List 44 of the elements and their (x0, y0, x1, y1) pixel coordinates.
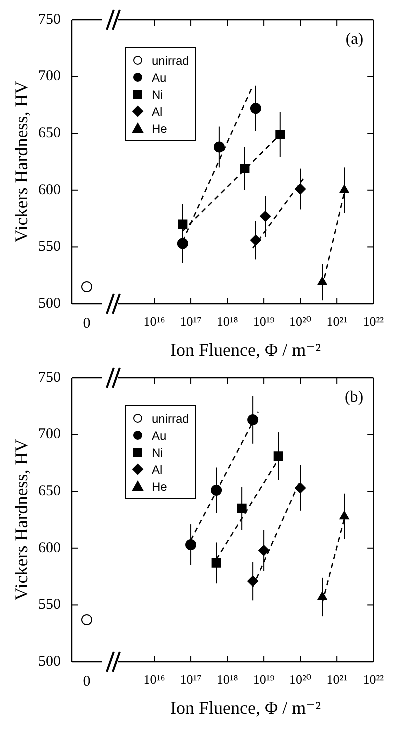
y-axis-title: Vickers Hardness, HV (12, 439, 32, 601)
legend-label: He (152, 122, 168, 136)
y-tick-label: 500 (38, 296, 61, 312)
y-tick-label: 600 (38, 540, 61, 556)
x-tick-label: 10¹⁷ (180, 672, 202, 688)
legend-label: Ni (152, 446, 164, 460)
y-tick-label: 600 (38, 182, 61, 198)
legend-label: Au (152, 428, 167, 443)
legend-label: Al (152, 104, 163, 119)
y-tick-label: 650 (38, 484, 61, 500)
x-tick-label: 10²⁰ (290, 672, 312, 688)
x-tick-label: 10¹⁸ (216, 672, 239, 688)
x-tick-label: 0 (83, 316, 91, 332)
x-tick-label: 10²² (363, 672, 384, 688)
y-tick-label: 550 (38, 239, 61, 256)
legend-label: Au (152, 70, 167, 85)
y-tick-label: 550 (38, 597, 61, 614)
x-tick-label: 10²¹ (326, 314, 348, 330)
y-axis-title: Vickers Hardness, HV (12, 81, 32, 243)
legend-label: Ni (152, 88, 164, 102)
y-tick-label: 750 (38, 370, 61, 386)
x-tick-label: 10²⁰ (290, 314, 312, 330)
text: unirrad (152, 412, 190, 426)
x-axis-title: Ion Fluence, Φ / m⁻² (170, 340, 322, 360)
x-tick-label: 10¹⁹ (253, 314, 276, 330)
y-tick-label: 500 (38, 654, 61, 670)
y-tick-label: 750 (38, 12, 61, 28)
x-tick-label: 0 (83, 674, 91, 690)
x-tick-label: 10¹⁹ (253, 672, 276, 688)
y-tick-label: 650 (38, 126, 61, 142)
x-tick-label: 10¹⁷ (180, 314, 202, 330)
x-axis-title: Ion Fluence, Φ / m⁻² (170, 698, 322, 718)
y-tick-label: 700 (38, 426, 61, 443)
x-tick-label: 10²² (363, 314, 384, 330)
y-tick-label: 700 (38, 68, 61, 85)
annotation: (b) (344, 389, 364, 406)
x-tick-label: 10¹⁸ (216, 314, 239, 330)
x-tick-label: 10²¹ (326, 672, 348, 688)
annotation: (a) (346, 31, 364, 48)
x-tick-label: 10¹⁶ (144, 314, 166, 330)
x-tick-label: 10¹⁶ (144, 672, 166, 688)
text: unirrad (152, 54, 190, 68)
legend-label: He (152, 480, 168, 494)
legend-label: Al (152, 462, 163, 477)
